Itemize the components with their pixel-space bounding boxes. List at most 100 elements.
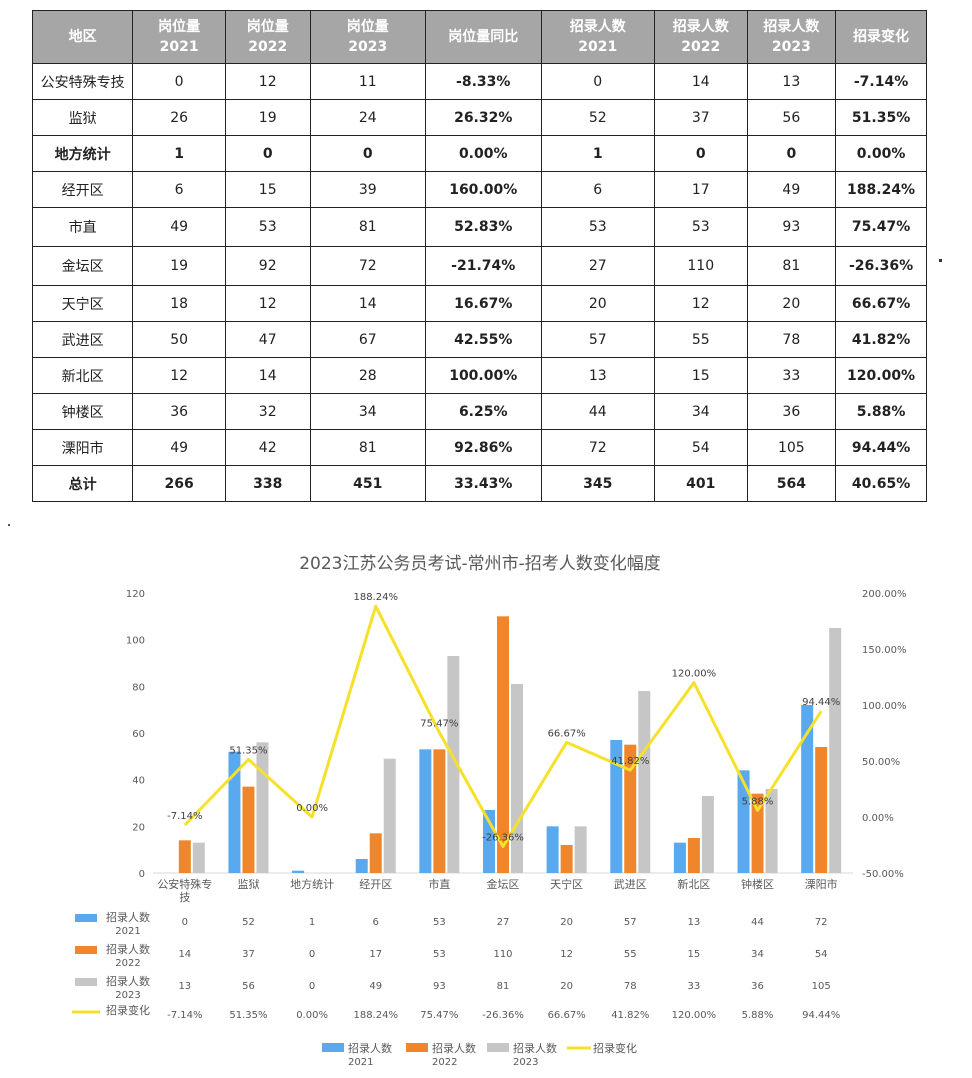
bar-1 bbox=[673, 842, 686, 873]
data-table-cell: 6 bbox=[373, 917, 379, 928]
table-row: 监狱 26 19 24 26.32% 52 37 56 51.35% bbox=[31, 99, 927, 136]
data-table-cell: 34 bbox=[751, 949, 764, 960]
data-table-marker bbox=[75, 914, 97, 922]
data-table-cell: -7.14% bbox=[167, 1010, 202, 1021]
table-cell: 66.67% bbox=[835, 285, 927, 322]
table-cell: 12 bbox=[132, 357, 226, 394]
bar-2 bbox=[369, 833, 382, 873]
bar-1 bbox=[546, 826, 559, 873]
y-left-tick-label: 0 bbox=[139, 869, 145, 880]
table-row: 天宁区 18 12 14 16.67% 20 12 20 66.67% bbox=[31, 285, 927, 322]
data-table-cell: 55 bbox=[624, 949, 637, 960]
table-header-cell: 地区 bbox=[31, 10, 134, 64]
legend-label: 2023 bbox=[513, 1057, 538, 1068]
table-cell: 36 bbox=[746, 393, 837, 430]
table-cell: 75.47% bbox=[835, 207, 927, 247]
data-table-cell: 1 bbox=[309, 917, 315, 928]
y-right-tick-label: 100.00% bbox=[862, 701, 907, 712]
y-right-tick-label: 50.00% bbox=[862, 757, 900, 768]
combo-chart: 2023江苏公务员考试-常州市-招考人数变化幅度020406080100120-… bbox=[72, 554, 907, 1068]
table-header-cell: 岗位量 2022 bbox=[224, 10, 311, 64]
data-table: 地区 岗位量 2021 岗位量 2022 岗位量 2023 岗位量同比 招录人数 2021 招录人数… bbox=[31, 10, 927, 502]
table-cell: 53 bbox=[224, 207, 311, 247]
data-table-cell: 75.47% bbox=[420, 1010, 458, 1021]
data-table-cell: 110 bbox=[493, 949, 512, 960]
data-table-cell: 72 bbox=[815, 917, 828, 928]
table-cell: 345 bbox=[540, 465, 655, 502]
data-table-marker bbox=[75, 978, 97, 986]
table-cell: 1 bbox=[540, 135, 655, 172]
category-label: 监狱 bbox=[237, 878, 259, 891]
y-right-tick-label: -50.00% bbox=[862, 869, 904, 880]
table-cell: 1 bbox=[132, 135, 226, 172]
table-cell: 33 bbox=[746, 357, 837, 394]
category-label: 金坛区 bbox=[487, 877, 520, 891]
table-cell: 78 bbox=[746, 321, 837, 358]
table-row: 金坛区 19 92 72 -21.74% 27 110 81 -26.36% bbox=[31, 246, 927, 286]
data-table-cell: 53 bbox=[433, 917, 446, 928]
bar-2 bbox=[751, 793, 764, 873]
table-cell: 57 bbox=[540, 321, 655, 358]
legend-label: 2022 bbox=[432, 1057, 457, 1068]
table-cell: 0.00% bbox=[835, 135, 927, 172]
category-label: 天宁区 bbox=[550, 877, 583, 891]
table-cell: 451 bbox=[309, 465, 426, 502]
table-cell: 20 bbox=[746, 285, 837, 322]
legend-label: 招录变化 bbox=[593, 1041, 637, 1055]
data-table-cell: 188.24% bbox=[353, 1010, 398, 1021]
table-row: 武进区 50 47 67 42.55% 57 55 78 41.82% bbox=[31, 321, 927, 358]
bar-3 bbox=[192, 842, 205, 873]
category-label: 新北区 bbox=[677, 877, 710, 891]
data-table-cell: 52 bbox=[242, 917, 255, 928]
table-header-cell: 招录人数 2021 bbox=[540, 10, 655, 64]
bar-1 bbox=[801, 705, 814, 873]
bar-3 bbox=[383, 758, 396, 873]
table-header-cell: 招录人数 2023 bbox=[746, 10, 837, 64]
table-cell: 14 bbox=[224, 357, 311, 394]
bar-2 bbox=[687, 838, 700, 873]
data-table-cell: 17 bbox=[369, 949, 382, 960]
table-cell: 溧阳市 bbox=[31, 429, 134, 466]
table-cell: 81 bbox=[746, 246, 837, 286]
category-label: 溧阳市 bbox=[805, 877, 838, 891]
data-table-cell: 94.44% bbox=[802, 1010, 840, 1021]
table-cell: 49 bbox=[132, 207, 226, 247]
table-row: 新北区 12 14 28 100.00% 13 15 33 120.00% bbox=[31, 357, 927, 394]
data-table-cell: 81 bbox=[497, 981, 510, 992]
line-data-label: 75.47% bbox=[420, 718, 458, 729]
data-table-cell: 93 bbox=[433, 981, 446, 992]
table-cell: -21.74% bbox=[424, 246, 542, 286]
y-left-tick-label: 80 bbox=[132, 682, 145, 693]
data-table-cell: 120.00% bbox=[672, 1010, 717, 1021]
stray-dot bbox=[939, 259, 942, 262]
line-data-label: 120.00% bbox=[672, 669, 717, 680]
data-table-row-label: 招录人数 bbox=[106, 974, 150, 988]
line-data-label: 94.44% bbox=[802, 697, 840, 708]
bar-3 bbox=[511, 684, 523, 873]
category-label: 技 bbox=[179, 891, 190, 904]
data-table-row-label: 2023 bbox=[115, 990, 140, 1001]
bar-3 bbox=[829, 628, 842, 873]
bar-2 bbox=[433, 749, 446, 873]
table-cell: 19 bbox=[132, 246, 226, 286]
data-table-cell: 44 bbox=[751, 917, 764, 928]
table-cell: 0 bbox=[746, 135, 837, 172]
bar-2 bbox=[497, 616, 509, 873]
data-table-cell: 41.82% bbox=[611, 1010, 649, 1021]
table-cell: 56 bbox=[746, 99, 837, 136]
table-cell: 72 bbox=[540, 429, 655, 466]
table-cell: 20 bbox=[540, 285, 655, 322]
y-left-tick-label: 20 bbox=[132, 822, 145, 833]
table-cell: 120.00% bbox=[835, 357, 927, 394]
y-left-tick-label: 100 bbox=[126, 636, 145, 647]
table-header-cell: 岗位量 2021 bbox=[132, 10, 226, 64]
table-cell: 12 bbox=[224, 63, 311, 100]
bar-1 bbox=[355, 859, 368, 873]
bar-3 bbox=[447, 656, 460, 873]
table-cell: 14 bbox=[309, 285, 426, 322]
table-cell: 14 bbox=[653, 63, 748, 100]
table-cell: 81 bbox=[309, 429, 426, 466]
line-data-label: 0.00% bbox=[296, 803, 328, 814]
data-table-cell: 15 bbox=[688, 949, 701, 960]
table-cell: 0 bbox=[132, 63, 226, 100]
